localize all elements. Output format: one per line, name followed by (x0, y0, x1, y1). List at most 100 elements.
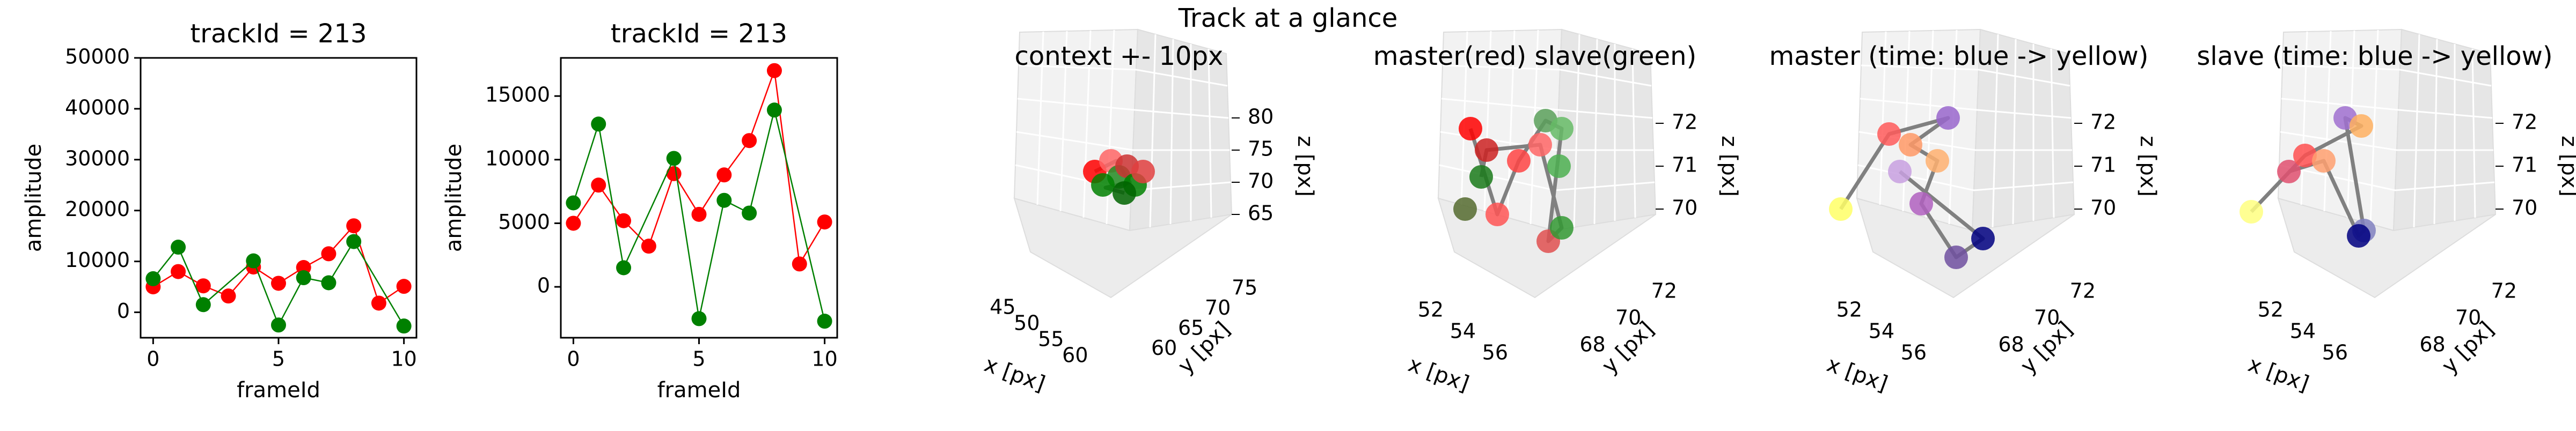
scatter-point (1944, 246, 1968, 269)
grid-line (2300, 31, 2308, 205)
data-point (346, 234, 362, 249)
x-axis-label: x [px] (2245, 352, 2312, 397)
grid-line (2280, 131, 2493, 151)
x-tick-label: 52 (1836, 298, 1862, 322)
grid-line (1169, 39, 1174, 225)
chart-title: master (time: blue -> yellow) (1769, 41, 2149, 71)
data-point (591, 116, 606, 132)
grid-line (1441, 98, 1653, 119)
data-point (817, 314, 832, 329)
z-tick-label: 70 (2090, 196, 2116, 220)
data-point (691, 311, 707, 326)
y-tick-label: 72 (2491, 279, 2517, 303)
x-tick-label: 60 (1062, 344, 1088, 367)
grid-line (1149, 34, 1157, 228)
grid-line (2012, 39, 2017, 225)
z-axis-label: z [px] (1293, 136, 1318, 197)
y-tick-label: 0 (117, 299, 130, 323)
y-tick-label: 72 (1651, 279, 1677, 303)
floor-pane (1013, 197, 1232, 299)
z-axis-label: z [px] (2135, 136, 2160, 197)
chart-title: trackId = 213 (190, 19, 367, 49)
data-point (766, 63, 782, 78)
x-axis-label: x [px] (1824, 352, 1891, 397)
data-point (616, 213, 632, 228)
grid-line (2050, 48, 2055, 218)
z-tick-label: 80 (1248, 105, 1274, 129)
y-tick-label: 40000 (65, 95, 130, 119)
scatter-point (1528, 133, 1552, 157)
z-tick-label: 70 (1248, 169, 1274, 193)
data-point (396, 318, 412, 334)
scatter-point (1459, 117, 1482, 140)
grid-line (2279, 164, 2495, 191)
data-point (195, 278, 211, 294)
x-tick-label: 45 (990, 295, 1015, 319)
grid-line (1208, 48, 1212, 218)
y-tick-label: 70 (1615, 306, 1641, 330)
grid-line (1879, 31, 1887, 205)
y-tick-label: 50000 (65, 45, 130, 69)
grid-line (1016, 131, 1230, 151)
y-tick-label: 5000 (498, 210, 550, 234)
x-tick-label: 55 (1038, 328, 1064, 351)
grid-line (1573, 34, 1580, 228)
chart-title: trackId = 213 (611, 19, 787, 49)
grid-line (1593, 39, 1598, 225)
scatter-point (1475, 138, 1498, 162)
data-point (321, 246, 336, 262)
y-axis-label: amplitude (442, 144, 466, 252)
y-tick-label: 72 (2070, 279, 2096, 303)
scatter-point (1829, 197, 1853, 221)
chart-title: master(red) slave(green) (1373, 41, 1696, 71)
grid-line (1036, 31, 1044, 205)
x-tick-label: 52 (2258, 298, 2284, 322)
chart-title: slave (time: blue -> yellow) (2197, 41, 2552, 71)
scatter-point (1547, 154, 1571, 178)
plot-frame (140, 57, 418, 339)
grid-line (1529, 29, 1539, 225)
chart-title: context +- 10px (1015, 41, 1224, 71)
scatter-point (1926, 149, 1949, 173)
data-point (566, 195, 581, 211)
data-point (271, 276, 286, 291)
x-tick-label: 56 (1482, 341, 1508, 365)
data-point (321, 275, 336, 291)
data-point (296, 270, 311, 286)
data-point (641, 239, 656, 254)
scatter-point (2347, 224, 2370, 248)
y-tick-label: 70 (1205, 296, 1231, 319)
data-point (566, 216, 581, 231)
data-point (195, 297, 211, 313)
x-tick-label: 54 (1450, 319, 1476, 343)
x-tick-label: 5 (272, 347, 285, 371)
scatter-point (1899, 133, 1922, 157)
z-axis-label: z [px] (1717, 136, 1741, 197)
data-point (221, 288, 236, 304)
z-tick-label: 71 (1672, 153, 1697, 177)
data-point (346, 218, 362, 234)
data-point (691, 206, 707, 222)
x-axis-label: frameId (657, 378, 741, 403)
grid-line (1860, 98, 2072, 119)
x-tick-label: 54 (1869, 319, 1894, 343)
grid-line (2323, 31, 2332, 212)
data-point (792, 256, 807, 272)
data-point (271, 317, 286, 333)
scatter-point (1131, 160, 1155, 183)
x-tick-label: 10 (811, 347, 837, 371)
x-tick-label: 56 (2322, 341, 2348, 365)
x-axis-label: frameId (237, 378, 320, 403)
trajectory-line (1468, 118, 1564, 243)
grid-line (2433, 39, 2438, 225)
y-axis-label: amplitude (21, 144, 46, 252)
series-line-red (573, 70, 825, 266)
y-tick-label: 30000 (65, 146, 130, 170)
series-line-red (152, 224, 405, 304)
x-tick-label: 52 (1418, 298, 1444, 322)
z-tick-label: 65 (1248, 202, 1274, 225)
z-tick-label: 71 (2512, 153, 2537, 177)
grid-line (2282, 64, 2492, 87)
